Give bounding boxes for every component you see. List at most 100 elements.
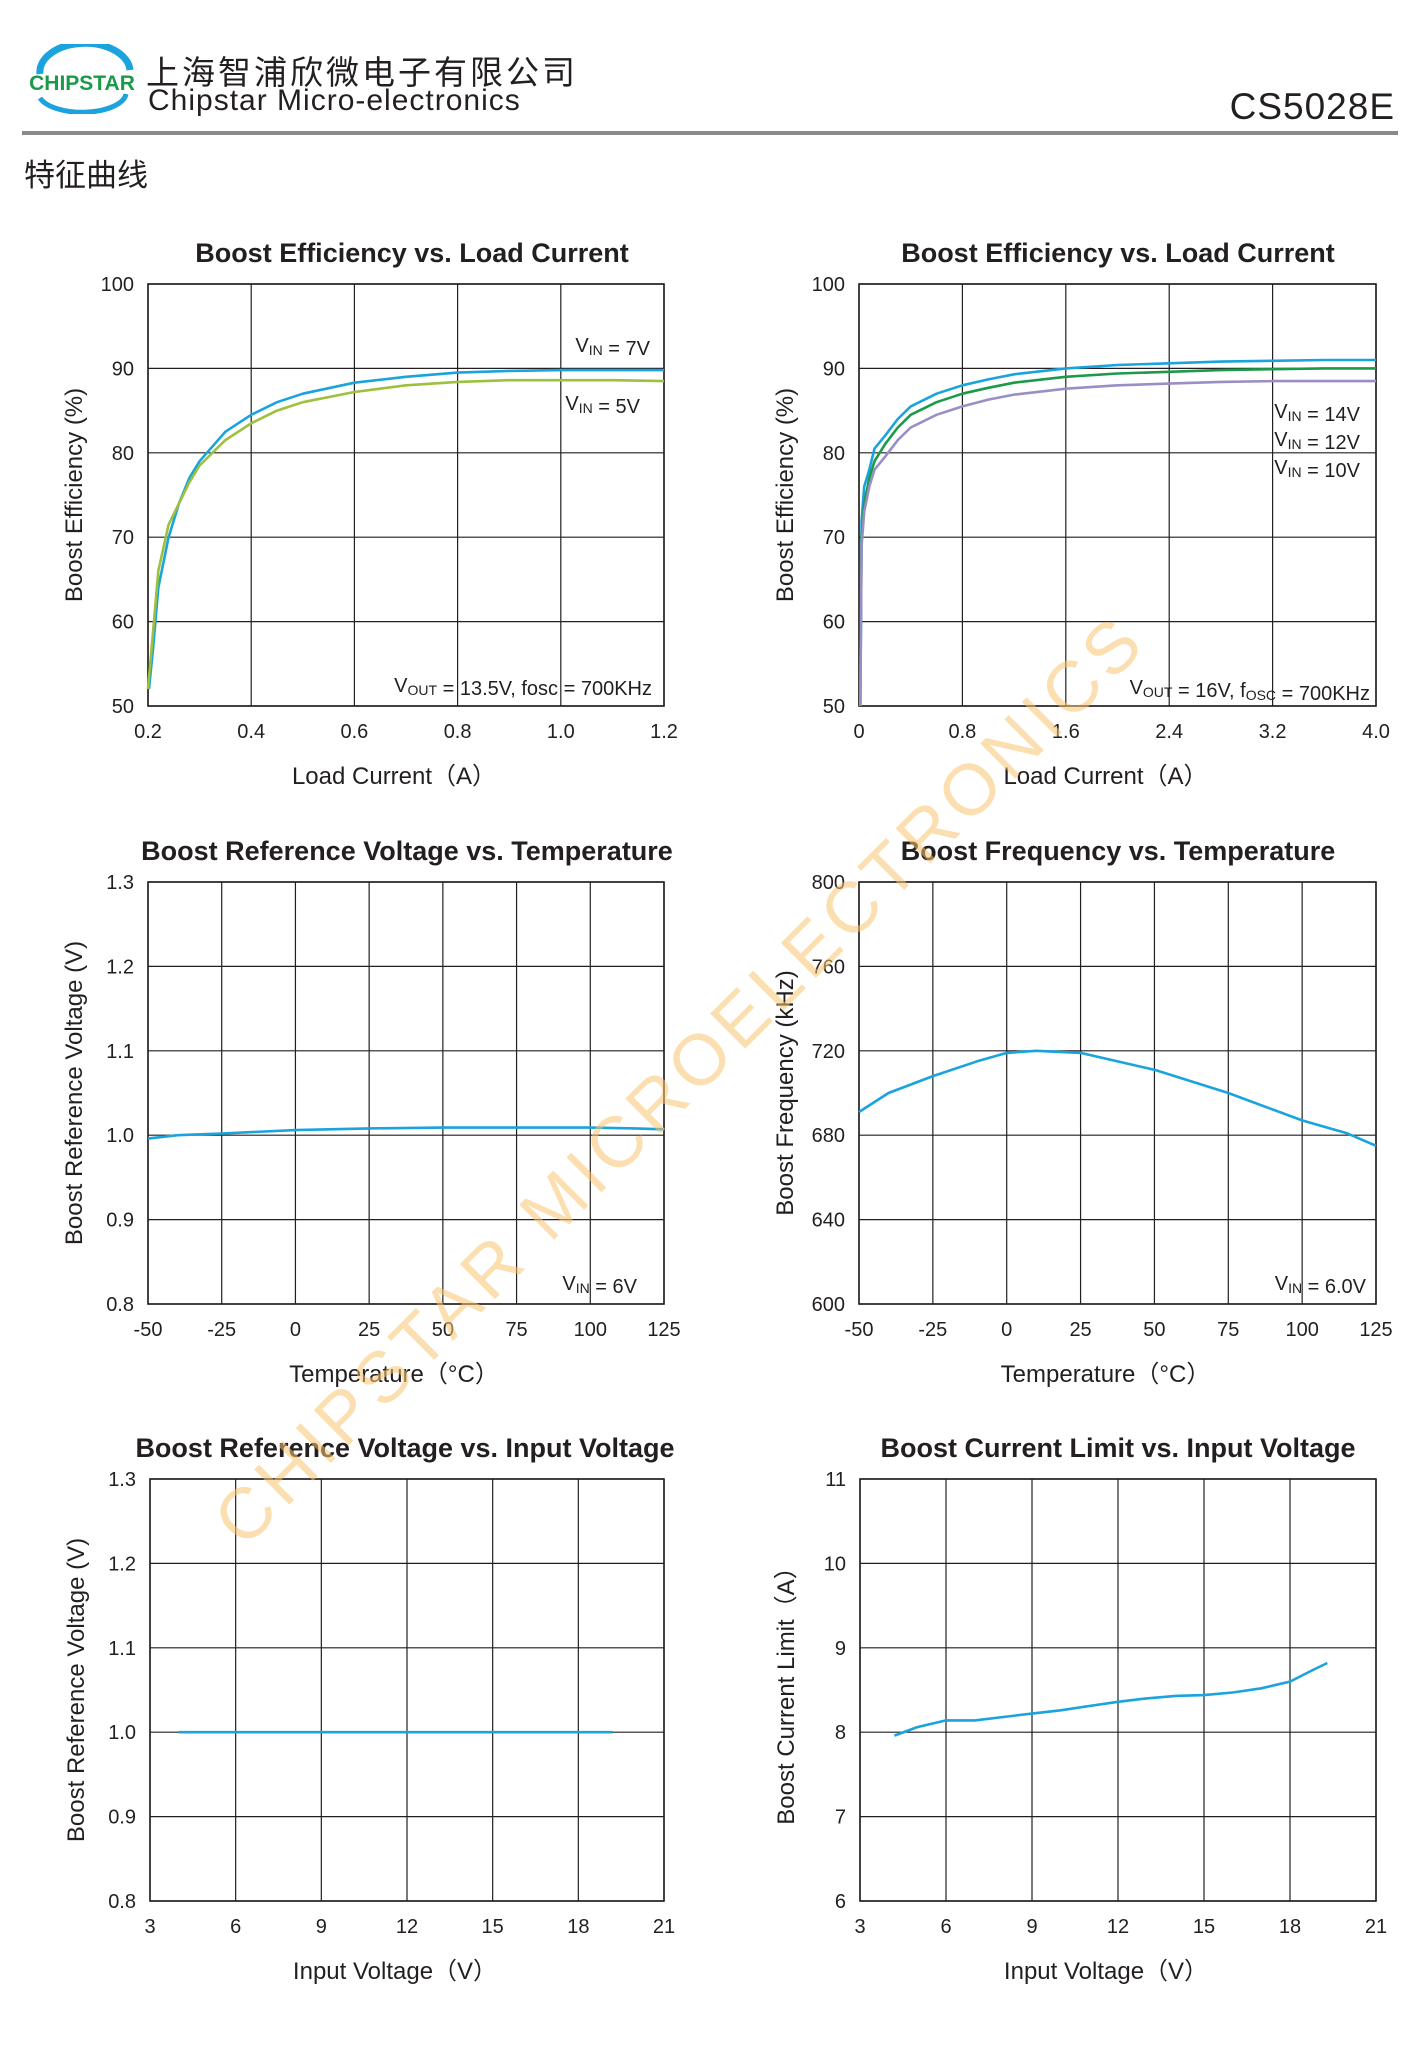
y-tick-label: 1.1 (106, 1041, 134, 1063)
x-tick-label: 25 (358, 1319, 380, 1341)
y-tick-label: 70 (112, 527, 134, 549)
chart-annotation: VIN = 6.0V (1275, 1273, 1367, 1298)
x-tick-label: 12 (1107, 1916, 1129, 1938)
x-tick-label: 21 (653, 1916, 675, 1938)
x-axis-label: Load Current（A） (292, 763, 496, 790)
company-name-chinese: 上海智浦欣微电子有限公司 (146, 53, 578, 92)
x-tick-label: 100 (574, 1319, 607, 1341)
y-tick-label: 8 (835, 1722, 846, 1744)
series-line (858, 1049, 1377, 1147)
x-tick-label: 1.6 (1052, 721, 1080, 743)
chart-4: Boost Frequency vs. Temperature -50 -25 0 25… (772, 836, 1393, 1388)
x-tick-label: 12 (396, 1916, 418, 1938)
x-tick-label: 6 (940, 1916, 951, 1938)
x-tick-label: -25 (207, 1319, 236, 1341)
y-tick-label: 760 (812, 956, 845, 978)
logo-text: CHIPSTAR (29, 72, 135, 95)
x-tick-label: 75 (1217, 1319, 1239, 1341)
series-line (146, 378, 665, 690)
series-label: VIN = 10V (1274, 457, 1360, 482)
x-tick-label: 75 (505, 1319, 527, 1341)
x-tick-label: 0.8 (948, 721, 976, 743)
series-line (893, 1661, 1328, 1737)
chart-2: Boost Efficiency vs. Load Current 0 0.8 1.6… (772, 238, 1390, 790)
series-line (859, 367, 1376, 707)
x-tick-label: 18 (567, 1916, 589, 1938)
y-tick-label: 7 (835, 1807, 846, 1829)
x-tick-label: -25 (918, 1319, 947, 1341)
y-tick-label: 100 (101, 274, 134, 296)
chart-annotation: VIN = 6V (562, 1273, 637, 1298)
chart-1: Boost Efficiency vs. Load Current 0.2 0.4 0… (61, 238, 678, 790)
x-tick-label: 18 (1279, 1916, 1301, 1938)
header-divider (22, 131, 1398, 135)
plot-frame (858, 881, 1377, 1305)
x-tick-label: 2.4 (1155, 721, 1183, 743)
x-tick-label: 3.2 (1259, 721, 1287, 743)
x-tick-label: 125 (1359, 1319, 1392, 1341)
chart-title: Boost Frequency vs. Temperature (901, 836, 1336, 866)
chipstar-logo: CHIPSTAR (29, 44, 135, 114)
y-tick-label: 10 (824, 1553, 846, 1575)
y-tick-label: 11 (825, 1469, 846, 1491)
y-tick-label: 1.3 (106, 872, 134, 894)
part-number: CS5028E (1229, 86, 1395, 127)
series-label: VIN = 12V (1274, 429, 1360, 454)
y-tick-label: 0.8 (108, 1891, 136, 1913)
y-tick-label: 1.2 (106, 956, 134, 978)
x-tick-label: 0 (853, 721, 864, 743)
y-tick-label: 60 (112, 612, 134, 634)
x-tick-label: 50 (432, 1319, 454, 1341)
y-tick-label: 1.2 (108, 1553, 136, 1575)
y-tick-label: 720 (812, 1041, 845, 1063)
series-label: VIN = 14V (1274, 401, 1360, 426)
x-tick-label: 1.0 (547, 721, 575, 743)
chart-3: Boost Reference Voltage vs. Temperature -… (61, 836, 681, 1388)
chart-annotation: VOUT = 13.5V, fosc = 700KHz (394, 675, 652, 700)
x-tick-label: 4.0 (1362, 721, 1390, 743)
x-tick-label: 1.2 (650, 721, 678, 743)
chart-annotation: VOUT = 16V, fOSC = 700KHz (1130, 677, 1370, 705)
company-name-english: Chipstar Micro-electronics (148, 84, 521, 117)
x-tick-label: 0.6 (340, 721, 368, 743)
y-axis-label: Boost Frequency (kHz) (772, 970, 799, 1215)
y-tick-label: 50 (823, 696, 845, 718)
y-axis-label: Boost Reference Voltage (V) (61, 941, 88, 1245)
series-line (147, 1126, 665, 1140)
plot-frame (859, 1478, 1377, 1902)
y-tick-label: 50 (112, 696, 134, 718)
y-tick-label: 640 (812, 1210, 845, 1232)
y-tick-label: 0.8 (106, 1294, 134, 1316)
x-tick-label: 0 (290, 1319, 301, 1341)
y-tick-label: 800 (812, 872, 845, 894)
series-label: VIN = 7V (575, 335, 650, 360)
x-tick-label: 21 (1365, 1916, 1387, 1938)
y-tick-label: 1.0 (106, 1125, 134, 1147)
y-tick-label: 680 (812, 1125, 845, 1147)
y-tick-label: 1.0 (108, 1722, 136, 1744)
plot-frame (858, 283, 1377, 707)
x-tick-label: -50 (845, 1319, 874, 1341)
y-tick-label: 90 (112, 358, 134, 380)
x-tick-label: 50 (1143, 1319, 1165, 1341)
x-axis-label: Input Voltage（V） (293, 1958, 497, 1985)
chart-5: Boost Reference Voltage vs. Input Voltag… (63, 1433, 675, 1985)
y-tick-label: 0.9 (108, 1807, 136, 1829)
x-tick-label: 3 (144, 1916, 155, 1938)
chart-title: Boost Efficiency vs. Load Current (901, 238, 1335, 268)
y-tick-label: 100 (812, 274, 845, 296)
y-tick-label: 70 (823, 527, 845, 549)
x-tick-label: 3 (854, 1916, 865, 1938)
x-tick-label: 0.2 (134, 721, 162, 743)
chart-title: Boost Efficiency vs. Load Current (195, 238, 629, 268)
x-tick-label: 0.8 (444, 721, 472, 743)
y-tick-label: 1.3 (108, 1469, 136, 1491)
chart-title: Boost Reference Voltage vs. Input Voltag… (135, 1433, 674, 1463)
section-title: 特征曲线 (24, 158, 148, 194)
page-header: CHIPSTAR 上海智浦欣微电子有限公司 Chipstar Micro-ele… (0, 0, 1419, 140)
y-axis-label: Boost Current Limit（A） (773, 1555, 800, 1824)
series-line (147, 368, 664, 690)
y-tick-label: 80 (112, 443, 134, 465)
plot-frame (147, 283, 665, 707)
